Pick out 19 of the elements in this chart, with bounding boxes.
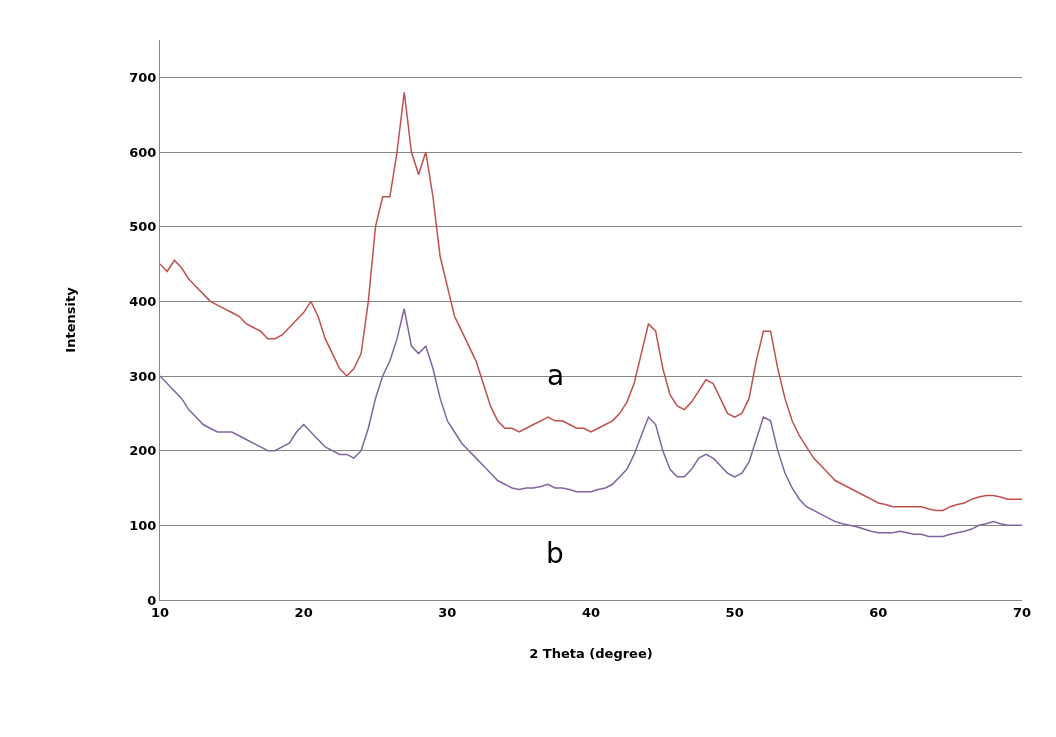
- x-tick-label: 20: [294, 604, 313, 620]
- line-series: [160, 91, 1022, 512]
- series-label: a: [547, 359, 565, 392]
- y-tick-label: 300: [129, 368, 157, 384]
- x-tick-label: 50: [725, 604, 744, 620]
- x-tick-label: 70: [1012, 604, 1032, 620]
- y-tick-label: 500: [129, 219, 157, 235]
- y-tick-label: 700: [129, 69, 157, 85]
- x-tick-label: 60: [869, 604, 888, 620]
- x-tick-label: 30: [438, 604, 457, 620]
- line-series: [160, 308, 1022, 538]
- y-tick-label: 400: [129, 293, 157, 309]
- y-tick-label: 100: [129, 517, 157, 533]
- series-label: b: [546, 537, 564, 570]
- y-axis-title: Intensity: [63, 286, 79, 353]
- x-axis-title: 2 Theta (degree): [529, 646, 653, 662]
- y-tick-label: 200: [129, 443, 157, 459]
- y-tick-label: 600: [129, 144, 157, 160]
- x-tick-label: 40: [581, 604, 601, 620]
